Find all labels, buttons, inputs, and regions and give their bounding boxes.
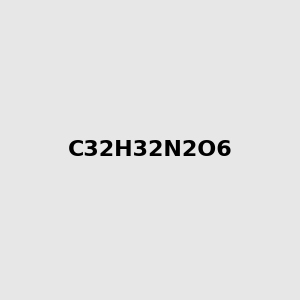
Text: C32H32N2O6: C32H32N2O6 (68, 140, 232, 160)
